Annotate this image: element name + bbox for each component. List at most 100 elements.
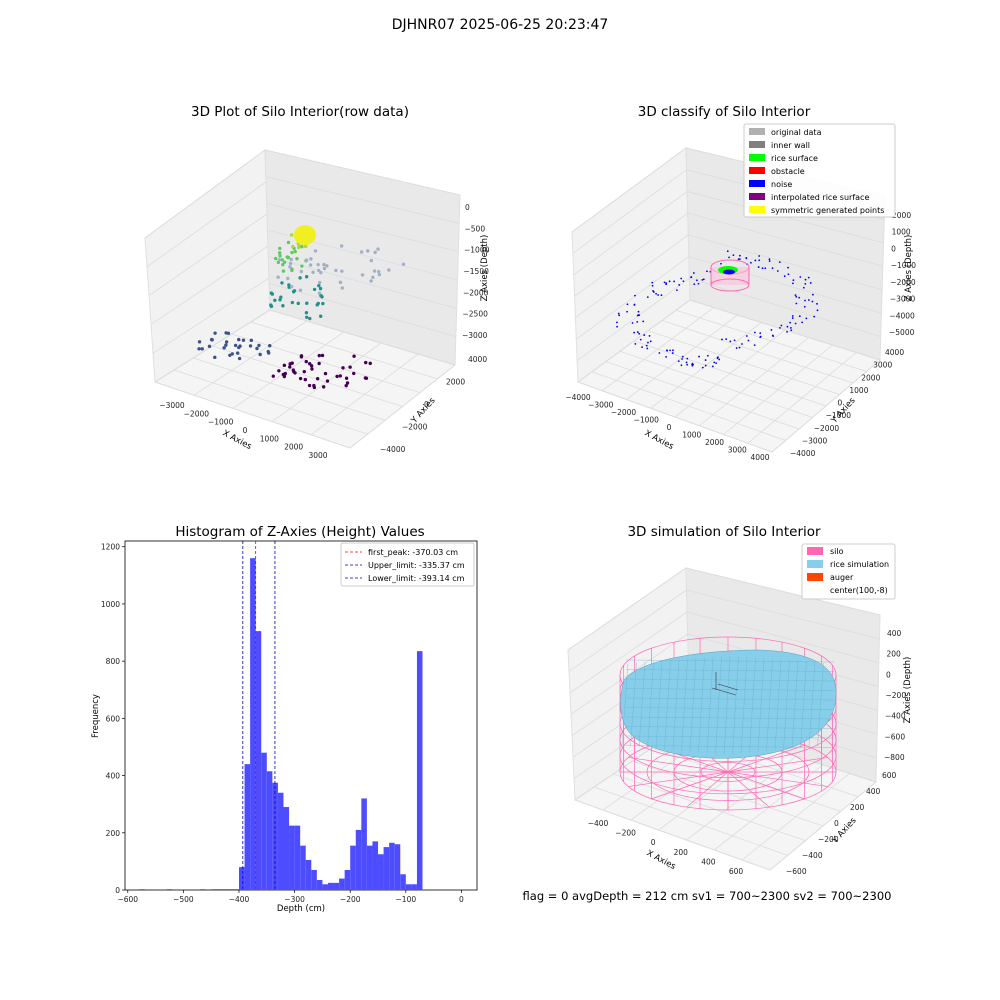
panel2-zlabel: Z Axies (Depth) <box>904 235 914 302</box>
legend-swatch <box>807 547 823 555</box>
panel1-zlabel: Z Axies (Depth) <box>480 235 490 302</box>
noise-point <box>647 341 649 344</box>
grid-line <box>154 309 271 383</box>
raw-point <box>322 262 326 267</box>
grid-line <box>685 567 881 616</box>
panel1-grid <box>144 149 461 449</box>
x-tick-2: 0 <box>651 838 656 847</box>
hist-bar <box>378 854 384 890</box>
raw-point <box>304 359 308 364</box>
panel4-rice-mesh <box>621 655 835 756</box>
raw-point <box>288 365 292 369</box>
noise-point <box>639 338 642 341</box>
y-tick-6: 2000 <box>861 373 880 382</box>
histogram-reference-lines <box>242 541 276 890</box>
mesh-line <box>749 657 756 753</box>
y-tick-4: 4000 <box>468 355 487 364</box>
raw-point <box>304 310 309 315</box>
x-tick-1: −2000 <box>184 409 210 418</box>
noise-point <box>732 254 735 257</box>
hist-bar <box>322 884 328 890</box>
mesh-line <box>672 659 680 751</box>
x-tick-0: −400 <box>588 819 609 828</box>
noise-point <box>776 270 779 272</box>
raw-point <box>305 301 309 305</box>
grid-line <box>573 191 688 276</box>
raw-point <box>222 346 226 350</box>
raw-point <box>298 288 303 292</box>
noise-point <box>757 266 760 268</box>
raw-point <box>298 276 302 280</box>
noise-point <box>789 321 792 324</box>
raw-point <box>310 367 314 371</box>
noise-point <box>715 362 718 365</box>
noise-point <box>665 355 667 358</box>
y-tick-4: 200 <box>850 803 865 812</box>
histogram-bars <box>138 558 423 890</box>
mesh-line <box>647 661 654 748</box>
raw-point <box>334 268 338 273</box>
grid-line <box>723 344 833 435</box>
legend-swatch <box>749 206 765 213</box>
legend-swatch <box>749 154 765 161</box>
mesh-line <box>757 658 765 752</box>
noise-point <box>811 293 814 296</box>
noise-point <box>789 327 792 329</box>
grid-line <box>567 567 687 651</box>
grid-line <box>658 747 770 831</box>
grid-line <box>651 747 841 812</box>
raw-point <box>344 383 348 388</box>
panel-histogram: Histogram of Z-Axies (Height) Values −60… <box>91 524 478 914</box>
x-tick-0: −4000 <box>565 393 591 402</box>
x-tick-7: 3000 <box>728 446 747 455</box>
grid-line <box>193 320 308 396</box>
noise-point <box>721 338 723 341</box>
y-tick-0: −4000 <box>790 449 816 458</box>
hist-bar <box>416 651 423 890</box>
grid-line <box>568 589 687 672</box>
auger-arm-a <box>711 687 737 696</box>
raw-point <box>281 262 285 267</box>
status-footer: flag = 0 avgDepth = 212 cm sv1 = 700~230… <box>523 889 892 903</box>
legend-swatch <box>749 167 765 174</box>
noise-point <box>616 321 618 324</box>
hist-bar <box>372 841 379 890</box>
y-tick-label: 600 <box>106 714 121 723</box>
noise-point <box>772 335 775 337</box>
figure-suptitle: DJHNR07 2025-06-25 20:23:47 <box>391 17 609 33</box>
grid-line <box>269 309 456 366</box>
raw-point <box>269 303 273 307</box>
grid-line <box>594 786 788 856</box>
noise-point <box>669 349 671 352</box>
y-tick-2: −2000 <box>814 424 840 433</box>
raw-point <box>288 261 293 266</box>
hist-bar <box>216 889 223 890</box>
panel2-legend: original data inner wall rice surface obsta… <box>743 123 896 218</box>
noise-point <box>646 347 649 350</box>
legend-label: noise <box>771 180 792 189</box>
panel4-rice-surface-shape <box>620 649 837 759</box>
noise-point <box>791 282 794 285</box>
x-tick-label: −400 <box>229 895 250 904</box>
raw-point <box>292 369 296 374</box>
legend-label: center(100,-8) <box>830 586 888 595</box>
raw-point <box>276 260 281 265</box>
noise-point <box>680 364 683 367</box>
legend-label: auger <box>830 573 854 582</box>
noise-point <box>759 335 762 338</box>
hist-bar <box>355 829 362 890</box>
raw-point <box>307 383 312 388</box>
raw-point <box>282 363 287 368</box>
grid-line <box>569 611 688 694</box>
raw-point <box>291 244 295 249</box>
mesh-line <box>621 663 629 746</box>
raw-point <box>319 314 323 318</box>
histogram-y-ticks: 0 200 400 600 800 1000 1200 <box>101 543 125 895</box>
noise-point <box>811 300 814 303</box>
raw-point <box>340 269 344 273</box>
legend-swatch <box>749 141 765 148</box>
noise-point <box>706 354 709 357</box>
grid-line <box>231 333 421 394</box>
